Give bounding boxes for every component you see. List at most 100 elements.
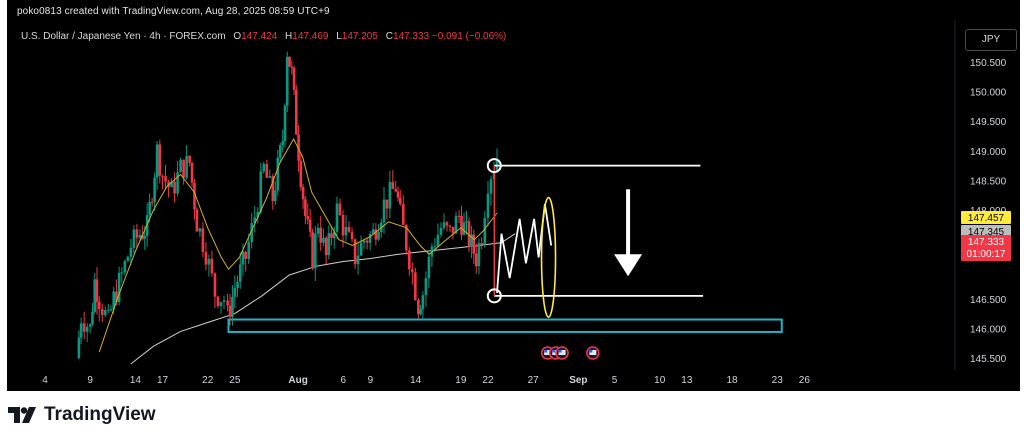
- candle-body: [454, 215, 458, 234]
- candle-body: [462, 222, 466, 235]
- candle-body: [297, 134, 300, 161]
- candle-body: [382, 199, 386, 223]
- candle-body: [322, 237, 325, 243]
- x-tick-label: 13: [681, 375, 693, 386]
- candle-body: [250, 223, 254, 243]
- tradingview-logo-icon: [8, 407, 36, 423]
- candle-body: [219, 302, 223, 306]
- candle-body: [308, 219, 312, 232]
- flag-icon-canton: [552, 350, 556, 353]
- candle-body: [256, 212, 260, 218]
- ohlc-high-value: 147.469: [292, 31, 329, 42]
- candle-body: [228, 305, 232, 317]
- demand-zone-box[interactable]: [227, 318, 783, 333]
- candle-body: [365, 240, 369, 243]
- candle-body: [290, 66, 294, 68]
- flag-icon-canton: [558, 350, 562, 353]
- candle-body: [281, 141, 285, 145]
- candle-body: [93, 279, 97, 312]
- candle-body: [457, 215, 461, 217]
- candle-body: [271, 176, 275, 202]
- candle-body: [394, 188, 398, 192]
- candle-body: [433, 246, 437, 248]
- candle-body: [465, 221, 468, 223]
- candle-body: [190, 162, 194, 183]
- candle-body: [283, 105, 287, 142]
- brand-logo: TradingView: [8, 403, 156, 427]
- candle-body: [153, 177, 156, 202]
- candle-body: [164, 176, 167, 182]
- candle-body: [474, 253, 478, 267]
- highlight-ellipse[interactable]: [540, 196, 557, 318]
- candle-body: [259, 171, 263, 213]
- candle-body: [135, 229, 139, 238]
- y-tick-label: 149.000: [970, 147, 1007, 158]
- candle-body: [436, 234, 440, 247]
- candle-body: [306, 216, 310, 220]
- candle-body: [330, 233, 333, 239]
- candle-body: [129, 247, 133, 257]
- candle-body: [179, 159, 182, 173]
- x-tick-label: 22: [202, 375, 214, 386]
- candle-body: [210, 258, 214, 274]
- candle-body: [388, 182, 392, 209]
- candle-body: [109, 309, 113, 311]
- candle-body: [82, 323, 86, 332]
- x-tick-label: 17: [157, 375, 169, 386]
- candle-body: [201, 228, 205, 252]
- candle-body: [231, 296, 234, 317]
- support-anchor-handle[interactable]: [486, 288, 502, 304]
- candle-body: [253, 217, 257, 224]
- candle-body: [103, 310, 107, 315]
- candle-body: [472, 234, 476, 254]
- candle-body: [404, 224, 408, 251]
- candle-body: [143, 235, 147, 239]
- candle-body: [112, 291, 116, 310]
- currency-button[interactable]: JPY: [965, 29, 1017, 51]
- flag-icon-body: [589, 350, 597, 355]
- y-tick-label: 148.500: [970, 176, 1007, 187]
- x-tick-label: 22: [482, 375, 494, 386]
- price-label-box: [961, 235, 1011, 261]
- candle-body: [477, 243, 481, 267]
- countdown-label-text: 01:00:17: [967, 249, 1006, 260]
- candle-body: [88, 324, 92, 327]
- price-label-text: 147.345: [968, 227, 1005, 238]
- candle-body: [424, 278, 428, 296]
- x-tick-label: 26: [799, 375, 811, 386]
- down-arrow-head[interactable]: [614, 254, 643, 277]
- candle-body: [176, 172, 179, 194]
- x-tick-label: Sep: [569, 375, 587, 386]
- candle-body: [285, 56, 289, 106]
- candle-body: [91, 311, 94, 325]
- y-tick-label: 150.500: [970, 58, 1007, 69]
- creator-caption: poko0813 created with TradingView.com, A…: [17, 6, 330, 17]
- candle-body: [332, 231, 336, 239]
- candle-body: [148, 201, 151, 216]
- price-label-text: 147.457: [968, 213, 1005, 224]
- ohlc-close-value: 147.333: [392, 31, 430, 42]
- candle-body: [483, 217, 487, 245]
- candle-body: [295, 89, 298, 135]
- ohlc-open-value: 147.424: [241, 31, 278, 42]
- candle-body: [233, 288, 237, 297]
- candle-body: [182, 159, 185, 178]
- price-label-box: [961, 225, 1011, 238]
- chart-plot[interactable]: 150.500150.000149.500149.000148.500148.0…: [7, 0, 1020, 391]
- ohlc-high-label: H: [285, 31, 293, 42]
- x-tick-label: 9: [368, 375, 374, 386]
- chart-frame: 150.500150.000149.500149.000148.500148.0…: [7, 0, 1020, 391]
- y-tick-label: 145.500: [970, 354, 1007, 365]
- candle-body: [123, 261, 127, 273]
- ohlc-close-label: C: [385, 31, 393, 42]
- down-arrow-shaft[interactable]: [626, 189, 631, 257]
- resistance-anchor-handle[interactable]: [486, 158, 502, 174]
- candle-body: [100, 308, 104, 315]
- x-tick-label: 19: [455, 375, 467, 386]
- candle-body: [299, 160, 303, 188]
- ohlc-open-label: O: [233, 31, 242, 42]
- x-tick-label: 18: [726, 375, 738, 386]
- candle-body: [150, 201, 154, 203]
- candle-body: [301, 187, 305, 200]
- candle-body: [241, 251, 245, 265]
